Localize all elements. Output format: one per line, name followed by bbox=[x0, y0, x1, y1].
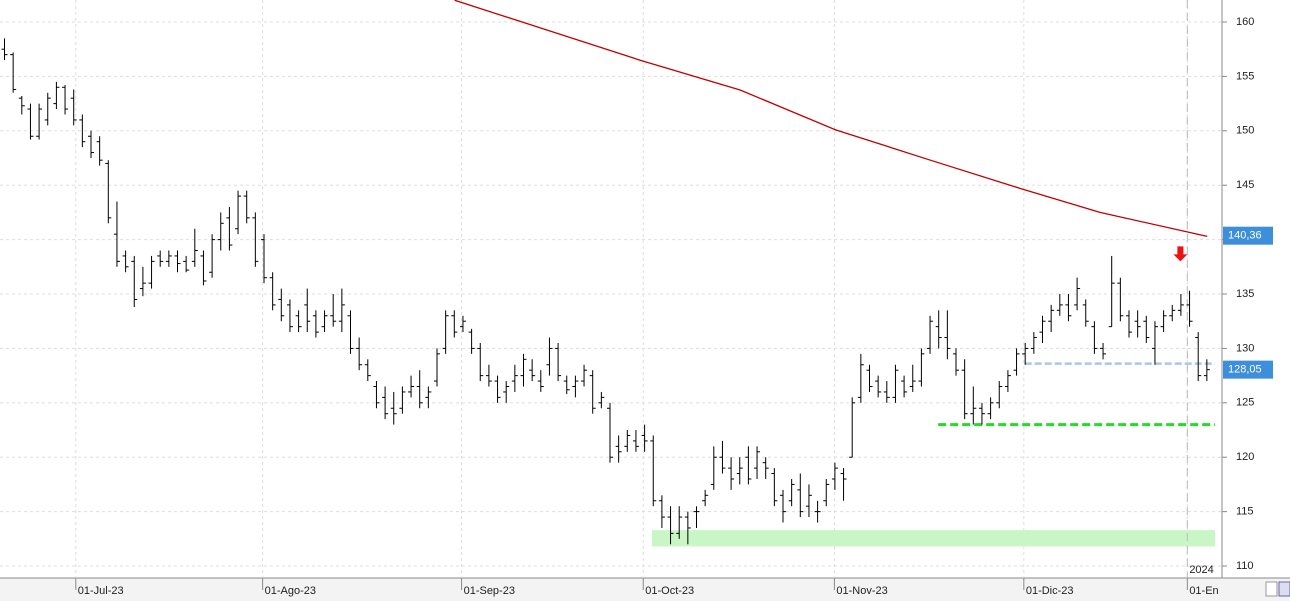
price-tag bbox=[1223, 360, 1273, 379]
save-button[interactable] bbox=[1278, 581, 1290, 597]
x-axis-strip bbox=[0, 578, 1290, 601]
price-tag-label: 128,05 bbox=[1228, 364, 1262, 376]
y-tick-label: 135 bbox=[1236, 288, 1254, 300]
y-tick-label: 160 bbox=[1236, 16, 1254, 28]
y-tick-label: 145 bbox=[1236, 179, 1254, 191]
toolbar-button[interactable] bbox=[1265, 581, 1278, 597]
x-tick-label: 01-En bbox=[1189, 585, 1218, 597]
y-tick-label: 130 bbox=[1236, 342, 1254, 354]
x-tick-label: 01-Nov-23 bbox=[836, 585, 887, 597]
price-tag bbox=[1223, 226, 1273, 245]
x-tick-label: 01-Sep-23 bbox=[464, 585, 515, 597]
moving-average bbox=[454, 0, 1208, 237]
x-tick-label: 01-Jul-23 bbox=[78, 585, 124, 597]
signal-arrow bbox=[1173, 246, 1188, 262]
year-marker-label: 2024 bbox=[1189, 564, 1213, 576]
y-tick-label: 120 bbox=[1236, 451, 1254, 463]
y-tick-label: 125 bbox=[1236, 397, 1254, 409]
support-zone bbox=[651, 530, 1215, 547]
x-tick-label: 01-Oct-23 bbox=[645, 585, 694, 597]
x-tick-label: 01-Ago-23 bbox=[265, 585, 316, 597]
price-tag-label: 140,36 bbox=[1228, 230, 1262, 242]
y-tick-label: 155 bbox=[1236, 70, 1254, 82]
plot-layer: 11011512012513013514014515015516001-Jul-… bbox=[0, 0, 1254, 597]
y-tick-label: 150 bbox=[1236, 125, 1254, 137]
x-tick-label: 01-Dic-23 bbox=[1026, 585, 1074, 597]
y-tick-label: 115 bbox=[1236, 506, 1254, 518]
y-tick-label: 110 bbox=[1236, 560, 1254, 572]
y-axis-strip bbox=[1222, 0, 1290, 578]
